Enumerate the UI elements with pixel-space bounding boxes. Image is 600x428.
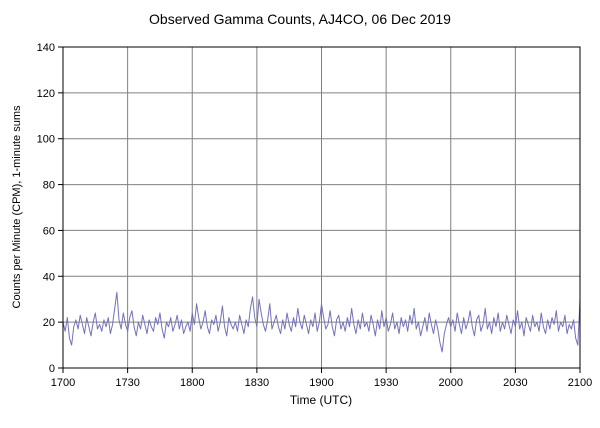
x-tick-label: 1800 [180,377,204,389]
y-tick-label: 60 [43,225,55,237]
x-tick-label: 1900 [309,377,333,389]
gamma-counts-polyline [62,291,581,353]
y-tick-label: 0 [49,363,55,375]
plot-gridlines [63,47,580,368]
y-tick-label: 80 [43,180,55,192]
x-axis-label: Time (UTC) [290,393,352,407]
y-axis-label: Counts per Minute (CPM), 1-minute sums [11,105,23,308]
x-tick-label: 2030 [503,377,527,389]
y-tick-label: 140 [37,42,55,54]
x-tick-label: 1700 [51,377,75,389]
y-tick-label: 100 [37,134,55,146]
y-tick-label: 120 [37,88,55,100]
data-series-line [62,291,581,353]
x-tick-label: 1930 [374,377,398,389]
x-tick-label: 1830 [245,377,269,389]
chart-title: Observed Gamma Counts, AJ4CO, 06 Dec 201… [149,11,451,27]
x-tick-label: 1730 [115,377,139,389]
y-tick-label: 20 [43,317,55,329]
x-axis-ticks: 1700 1730 1800 1830 1900 1930 2000 2030 2100 [51,368,592,389]
x-tick-label: 2000 [439,377,463,389]
x-tick-label: 2100 [568,377,592,389]
y-tick-label: 40 [43,271,55,283]
y-axis-ticks: 0 20 40 60 80 100 120 140 [37,42,63,375]
